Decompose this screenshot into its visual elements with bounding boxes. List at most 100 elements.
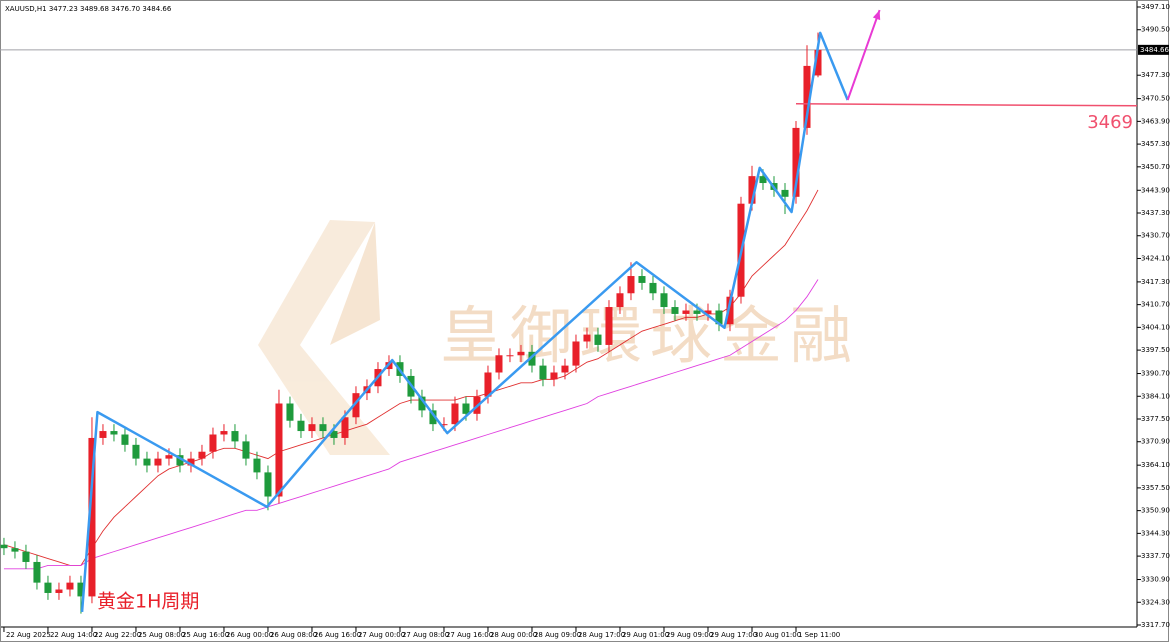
y-tick-label: 3330.90: [1141, 576, 1170, 584]
candle-body: [484, 372, 492, 397]
candle-body: [671, 307, 679, 314]
candle-body: [286, 403, 294, 421]
candle-body: [451, 403, 459, 425]
y-tick-label: 3457.30: [1141, 140, 1170, 148]
candle-body: [0, 544, 8, 549]
candle-body: [561, 365, 569, 373]
candle-body: [11, 548, 19, 552]
y-tick-label: 3450.70: [1141, 163, 1170, 171]
candle-body: [176, 455, 184, 466]
x-tick-label: 25 Aug 16:00: [182, 631, 229, 639]
candle-body: [506, 355, 514, 357]
candle-body: [781, 189, 789, 197]
y-tick-label: 3430.70: [1141, 232, 1170, 240]
x-tick-label: 27 Aug 16:00: [446, 631, 493, 639]
candle-body: [33, 561, 41, 583]
candle-body: [187, 458, 195, 466]
arrow-head: [872, 10, 881, 21]
y-tick-label: 3397.50: [1141, 346, 1170, 354]
candle-body: [550, 372, 558, 380]
candle-body: [693, 310, 701, 314]
candle-body: [220, 431, 228, 435]
y-tick-label: 3317.70: [1141, 621, 1170, 629]
candle-body: [275, 403, 283, 497]
x-tick-label: 26 Aug 16:00: [314, 631, 361, 639]
candle-body: [715, 310, 723, 325]
candle-body: [792, 127, 800, 197]
x-tick-label: 22 Aug 2025: [6, 631, 51, 639]
x-tick-label: 27 Aug 08:00: [402, 631, 449, 639]
candle-body: [297, 420, 305, 432]
candle-body: [682, 310, 690, 314]
candle-body: [308, 424, 316, 432]
candle-body: [539, 365, 547, 380]
candle-body: [253, 458, 261, 473]
candle-body: [44, 582, 52, 593]
x-tick-label: 28 Aug 09:00: [534, 631, 581, 639]
x-tick-label: 28 Aug 17:00: [578, 631, 625, 639]
candle-body: [418, 396, 426, 411]
candle-body: [132, 444, 140, 459]
y-tick-label: 3384.10: [1141, 392, 1170, 400]
y-tick-label: 3424.10: [1141, 254, 1170, 262]
x-tick-label: 28 Aug 00:00: [490, 631, 537, 639]
x-tick-label: 22 Aug 14:00: [50, 631, 97, 639]
annotation: 黄金1H周期: [97, 591, 199, 613]
candle-body: [572, 341, 580, 366]
current-price-label: 3484.66: [1140, 46, 1169, 54]
x-tick-label: 29 Aug 17:00: [710, 631, 757, 639]
candle-body: [759, 176, 767, 184]
candle-body: [110, 431, 118, 435]
y-tick-label: 3437.30: [1141, 209, 1170, 217]
level-label: 3469: [1087, 112, 1133, 133]
candle-body: [517, 351, 525, 356]
candle-body: [22, 551, 30, 562]
x-tick-label: 22 Aug 22:00: [94, 631, 141, 639]
candle-body: [330, 431, 338, 438]
candle-body: [594, 334, 602, 345]
candle-body: [440, 424, 448, 426]
candle-body: [154, 458, 162, 466]
candle-body: [660, 293, 668, 308]
candle-body: [66, 582, 74, 590]
candle-body: [198, 451, 206, 459]
candle-body: [242, 441, 250, 459]
x-tick-label: 1 Sep 11:00: [798, 631, 840, 639]
candle-body: [319, 424, 327, 432]
candle-body: [143, 458, 151, 466]
x-tick-label: 30 Aug 01:00: [754, 631, 801, 639]
y-tick-label: 3350.90: [1141, 507, 1170, 515]
y-tick-label: 3337.70: [1141, 552, 1170, 560]
candle-body: [77, 582, 85, 597]
y-tick-label: 3390.70: [1141, 370, 1170, 378]
y-tick-label: 3463.90: [1141, 117, 1170, 125]
y-tick-label: 3357.50: [1141, 484, 1170, 492]
candle-body: [462, 403, 470, 414]
x-tick-label: 29 Aug 01:00: [622, 631, 669, 639]
candle-body: [231, 431, 239, 442]
candle-body: [99, 431, 107, 438]
zigzag: [80, 31, 849, 613]
candle-body: [583, 334, 591, 342]
candle-body: [209, 434, 217, 452]
y-tick-label: 3443.90: [1141, 186, 1170, 194]
candle-body: [803, 65, 811, 128]
y-tick-label: 3364.10: [1141, 461, 1170, 469]
x-tick-label: 27 Aug 00:00: [358, 631, 405, 639]
watermark-text: 皇御環球金融: [440, 299, 860, 372]
candle-body: [528, 351, 536, 366]
candle-body: [748, 176, 756, 204]
y-tick-label: 3497.10: [1141, 3, 1170, 11]
candle-body: [638, 276, 646, 283]
arrow: [846, 9, 881, 101]
candle-body: [55, 589, 63, 593]
candle-body: [704, 310, 712, 314]
y-tick-label: 3490.50: [1141, 26, 1170, 34]
candle-body: [814, 49, 822, 76]
current-price-box: [1138, 44, 1169, 55]
y-tick-label: 3404.10: [1141, 323, 1170, 331]
candle-body: [88, 437, 96, 597]
x-tick-label: 29 Aug 09:00: [666, 631, 713, 639]
